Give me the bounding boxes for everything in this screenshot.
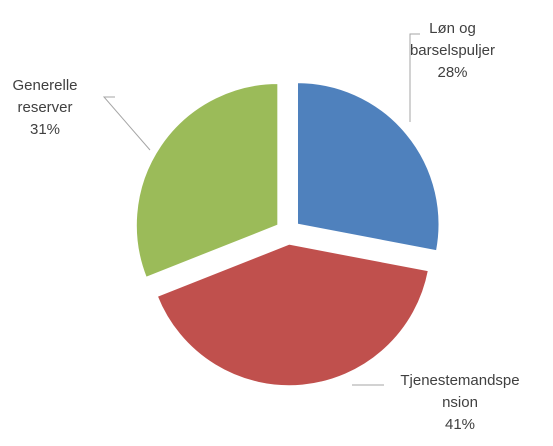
percent-label: 28%	[437, 64, 468, 81]
leader-line	[409, 33, 420, 122]
percent-label: 31%	[29, 121, 61, 138]
category-name: Tjenestemandspension	[400, 372, 520, 411]
pie-slice	[156, 243, 430, 387]
leader-line	[102, 96, 151, 151]
pie-slice	[296, 81, 440, 252]
slice-label: Generelle reserver 31%	[0, 75, 95, 141]
pie-slice	[135, 82, 279, 279]
category-name: Løn og barselspuljer	[409, 20, 496, 59]
slice-label: Løn og barselspuljer 28%	[395, 18, 510, 84]
category-name: Generelle reserver	[12, 77, 78, 116]
percent-label: 41%	[444, 416, 476, 433]
slice-label: Tjenestemandspension 41%	[400, 370, 520, 436]
